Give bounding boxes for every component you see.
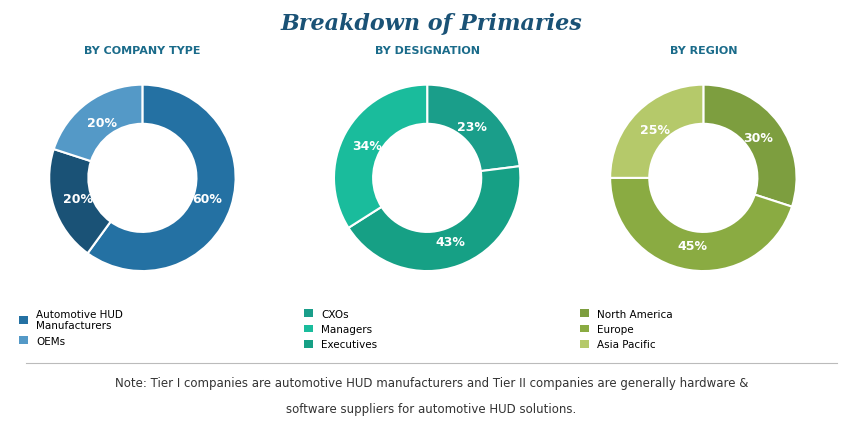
Legend: North America, Europe, Asia Pacific: North America, Europe, Asia Pacific xyxy=(581,309,672,350)
Text: 20%: 20% xyxy=(63,193,92,206)
Text: 20%: 20% xyxy=(87,117,117,130)
Title: BY COMPANY TYPE: BY COMPANY TYPE xyxy=(85,46,200,56)
Wedge shape xyxy=(703,86,797,207)
Text: Note: Tier I companies are automotive HUD manufacturers and Tier II companies ar: Note: Tier I companies are automotive HU… xyxy=(115,376,748,389)
Circle shape xyxy=(375,126,480,231)
Title: BY REGION: BY REGION xyxy=(670,46,737,56)
Text: 43%: 43% xyxy=(435,236,465,249)
Circle shape xyxy=(651,126,756,231)
Text: 30%: 30% xyxy=(743,132,773,145)
Wedge shape xyxy=(427,86,520,172)
Legend: CXOs, Managers, Executives: CXOs, Managers, Executives xyxy=(305,309,377,350)
Text: 23%: 23% xyxy=(457,121,487,134)
Text: 45%: 45% xyxy=(677,239,708,252)
Title: BY DESIGNATION: BY DESIGNATION xyxy=(375,46,480,56)
Text: 34%: 34% xyxy=(353,139,382,152)
Wedge shape xyxy=(49,150,110,254)
Wedge shape xyxy=(54,86,142,162)
Wedge shape xyxy=(334,86,427,228)
Legend: Automotive HUD
Manufacturers, OEMs: Automotive HUD Manufacturers, OEMs xyxy=(20,309,123,346)
Wedge shape xyxy=(610,86,703,178)
Wedge shape xyxy=(610,178,792,271)
Text: 60%: 60% xyxy=(192,193,222,206)
Text: software suppliers for automotive HUD solutions.: software suppliers for automotive HUD so… xyxy=(287,402,576,415)
Text: 25%: 25% xyxy=(640,124,671,137)
Circle shape xyxy=(90,126,195,231)
Wedge shape xyxy=(88,86,236,271)
Wedge shape xyxy=(349,167,520,271)
Text: Breakdown of Primaries: Breakdown of Primaries xyxy=(280,13,583,35)
